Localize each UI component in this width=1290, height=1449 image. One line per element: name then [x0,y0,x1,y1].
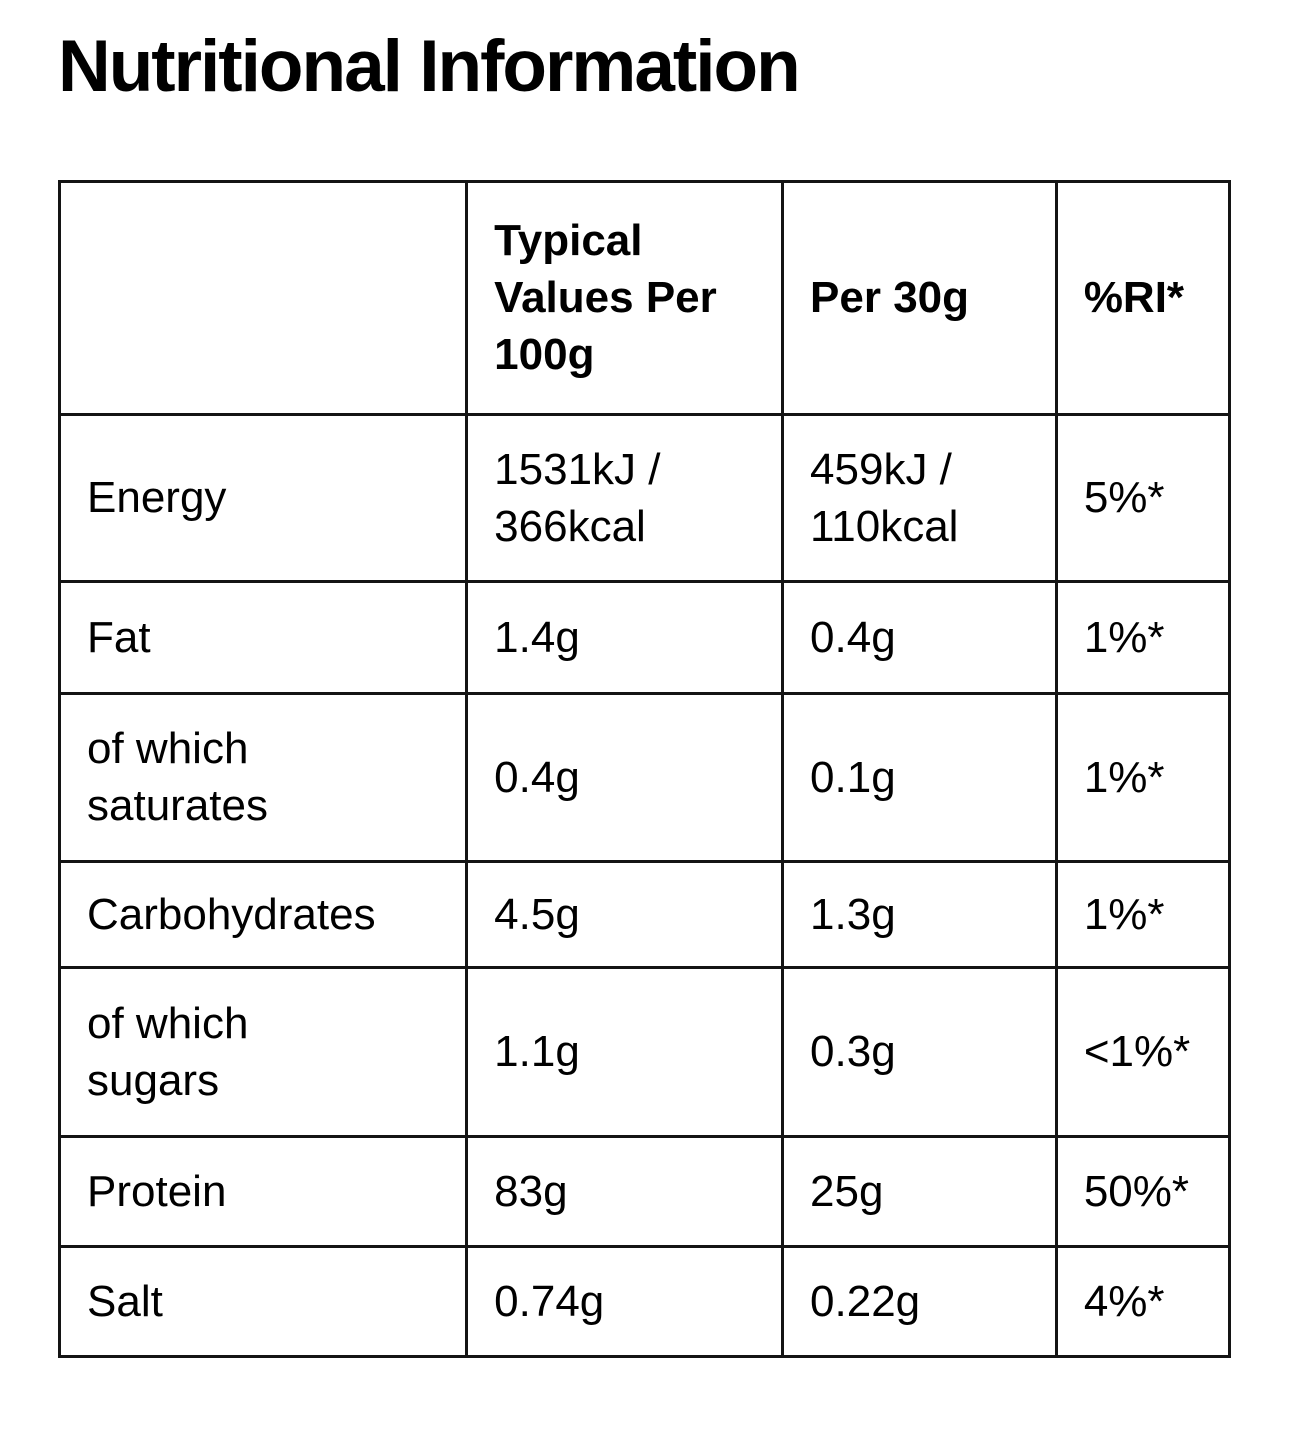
value-cell-ri: 5%* [1054,412,1232,583]
value-ri: 1%* [1083,752,1165,802]
table-row-fat: Fat 1.4g 0.4g 1%* [57,579,1232,695]
value-ri: 1%* [1083,889,1165,939]
row-label: Salt [87,1276,163,1326]
value-ri: 4%* [1083,1276,1165,1326]
value-per-100g: 4.5g [494,889,580,939]
row-label: Fat [87,612,151,662]
header-label: Per 30g [810,273,970,323]
value-cell-per-30g: 459kJ / 110kcal [781,412,1058,583]
value-per-30g: 0.22g [810,1276,921,1326]
table-row-carbohydrates: Carbohydrates 4.5g 1.3g 1%* [57,859,1232,969]
value-cell-ri: 1%* [1054,859,1232,969]
value-cell-per-100g: 0.4g [465,691,785,863]
value-cell-per-30g: 0.22g [781,1244,1058,1358]
value-ri: 1%* [1083,612,1165,662]
row-label-cell: of which sugars [57,965,469,1138]
row-label-cell: Carbohydrates [57,859,469,969]
header-cell-empty [57,179,469,416]
value-ri: 50%* [1083,1166,1189,1216]
header-cell-ri: %RI* [1054,179,1232,416]
value-cell-ri: 1%* [1054,579,1232,695]
value-per-100g: 1531kJ / 366kcal [494,444,661,551]
header-cell-per-30g: Per 30g [781,179,1058,416]
row-label: Carbohydrates [87,889,376,939]
row-label-cell: Salt [57,1244,469,1358]
value-per-100g: 1.1g [494,1027,580,1077]
row-label-cell: Fat [57,579,469,695]
table-row-protein: Protein 83g 25g 50%* [57,1134,1232,1248]
row-label-cell: of which saturates [57,691,469,863]
value-ri: 5%* [1083,473,1165,523]
value-cell-ri: <1%* [1054,965,1232,1138]
value-cell-per-30g: 0.4g [781,579,1058,695]
value-per-30g: 0.1g [810,752,896,802]
value-cell-per-30g: 0.1g [781,691,1058,863]
value-cell-per-30g: 0.3g [781,965,1058,1138]
table-row-saturates: of which saturates 0.4g 0.1g 1%* [57,691,1232,863]
value-per-30g: 459kJ / 110kcal [810,444,959,551]
value-cell-per-100g: 1.4g [465,579,785,695]
value-per-30g: 25g [810,1166,884,1216]
value-cell-per-100g: 83g [465,1134,785,1248]
row-label: of which saturates [87,724,268,831]
nutrition-table: Typical Values Per 100g Per 30g %RI* Ene… [57,179,1232,1358]
value-cell-ri: 1%* [1054,691,1232,863]
row-label-cell: Energy [57,412,469,583]
value-per-100g: 0.74g [494,1276,605,1326]
table-row-salt: Salt 0.74g 0.22g 4%* [57,1244,1232,1358]
header-label: %RI* [1083,273,1185,323]
value-per-30g: 1.3g [810,889,896,939]
page-title: Nutritional Information [58,26,801,107]
value-cell-per-100g: 0.74g [465,1244,785,1358]
header-label: Typical Values Per 100g [494,215,717,380]
value-cell-per-100g: 4.5g [465,859,785,969]
value-per-100g: 1.4g [494,612,580,662]
value-cell-per-100g: 1.1g [465,965,785,1138]
value-per-100g: 83g [494,1166,568,1216]
table-row-energy: Energy 1531kJ / 366kcal 459kJ / 110kcal … [57,412,1232,583]
value-cell-per-30g: 1.3g [781,859,1058,969]
value-per-100g: 0.4g [494,752,580,802]
table-row-sugars: of which sugars 1.1g 0.3g <1%* [57,965,1232,1138]
value-cell-ri: 50%* [1054,1134,1232,1248]
row-label-cell: Protein [57,1134,469,1248]
value-cell-ri: 4%* [1054,1244,1232,1358]
row-label: of which sugars [87,998,249,1105]
value-cell-per-100g: 1531kJ / 366kcal [465,412,785,583]
header-row: Typical Values Per 100g Per 30g %RI* [57,179,1232,416]
value-per-30g: 0.4g [810,612,896,662]
row-label: Protein [87,1166,227,1216]
value-ri: <1%* [1083,1027,1191,1077]
value-per-30g: 0.3g [810,1027,896,1077]
row-label: Energy [87,473,227,523]
value-cell-per-30g: 25g [781,1134,1058,1248]
header-cell-per-100g: Typical Values Per 100g [465,179,785,416]
